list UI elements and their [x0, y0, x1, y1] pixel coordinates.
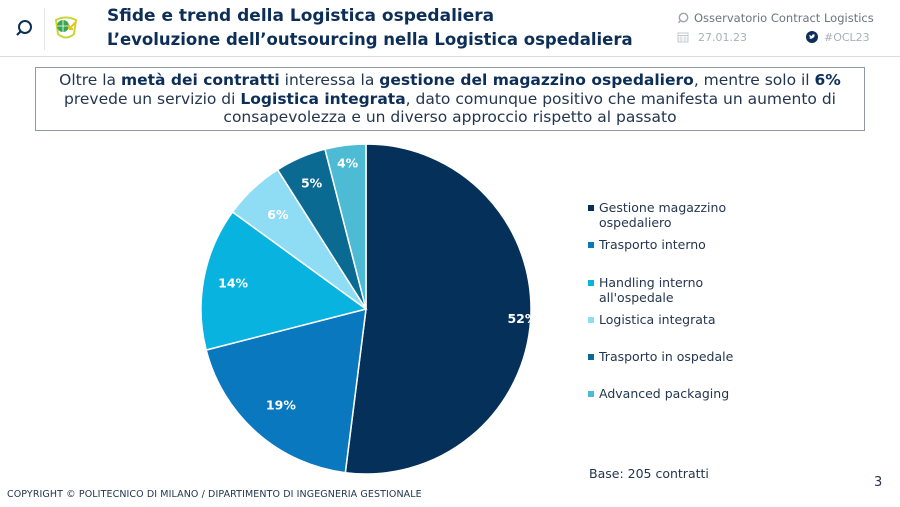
callout-text: Oltre la metà dei contratti interessa la… [59, 71, 841, 126]
legend-label: Trasporto in ospedale [599, 349, 734, 364]
chat-bubble-icon [677, 12, 689, 24]
pie-data-label: 4% [337, 155, 359, 170]
pie-slice [200, 210, 368, 351]
event-hashtag[interactable]: #OCL23 [824, 31, 870, 44]
page-number: 3 [874, 475, 883, 490]
calendar-icon [677, 32, 689, 43]
pie-data-label: 6% [267, 207, 289, 222]
pie-data-label: 14% [218, 276, 248, 291]
pie-data-label: 5% [301, 175, 323, 190]
callout-emphasis: gestione del magazzino ospedaliero [379, 71, 694, 89]
copyright-footer: COPYRIGHT © POLITECNICO DI MILANO / DIPA… [7, 489, 422, 500]
callout-segment: , dato comunque positivo che manifesta u… [223, 89, 836, 127]
callout-emphasis: metà dei contratti [120, 71, 280, 89]
search-icon[interactable] [14, 18, 34, 38]
legend-label: Gestione magazzino ospedaliero [599, 200, 727, 230]
legend-swatch [588, 242, 594, 248]
legend-swatch [588, 391, 594, 397]
legend-label: Trasporto interno [599, 237, 706, 252]
pie-chart: 52% 19% 14% 6% 5% 4% [200, 143, 538, 475]
header-divider [44, 8, 45, 50]
page-title: Sfide e trend della Logistica ospedalier… [107, 6, 495, 26]
slide-header: Sfide e trend della Logistica ospedalier… [0, 0, 900, 57]
legend-label: Logistica integrata [599, 312, 716, 327]
key-finding-callout: Oltre la metà dei contratti interessa la… [35, 67, 865, 131]
callout-segment: Oltre la [59, 71, 121, 89]
page-subtitle: L’evoluzione dell’outsourcing nella Logi… [107, 30, 633, 49]
pie-slice [205, 307, 367, 474]
legend-label: Handling interno all'ospedale [599, 275, 704, 305]
legend-swatch [588, 354, 594, 360]
globe-logo-icon [54, 16, 78, 39]
pie-slice [344, 143, 532, 475]
sample-base-note: Base: 205 contratti [589, 466, 709, 481]
event-date: 27.01.23 [698, 31, 747, 44]
pie-data-label: 52% [507, 311, 537, 326]
callout-segment: , mentre solo il [693, 71, 815, 89]
legend-swatch [588, 280, 594, 286]
legend-swatch [588, 205, 594, 211]
callout-segment: interessa la [279, 71, 380, 89]
callout-emphasis: 6% [814, 71, 841, 89]
legend-label: Advanced packaging [599, 386, 730, 401]
twitter-icon[interactable] [806, 31, 818, 43]
callout-emphasis: Logistica integrata [240, 89, 406, 108]
callout-segment: prevede un servizio di [64, 89, 241, 108]
observatory-name: Osservatorio Contract Logistics [694, 11, 874, 25]
pie-data-label: 19% [266, 398, 296, 413]
pie-slice [324, 143, 367, 310]
legend-swatch [588, 317, 594, 323]
